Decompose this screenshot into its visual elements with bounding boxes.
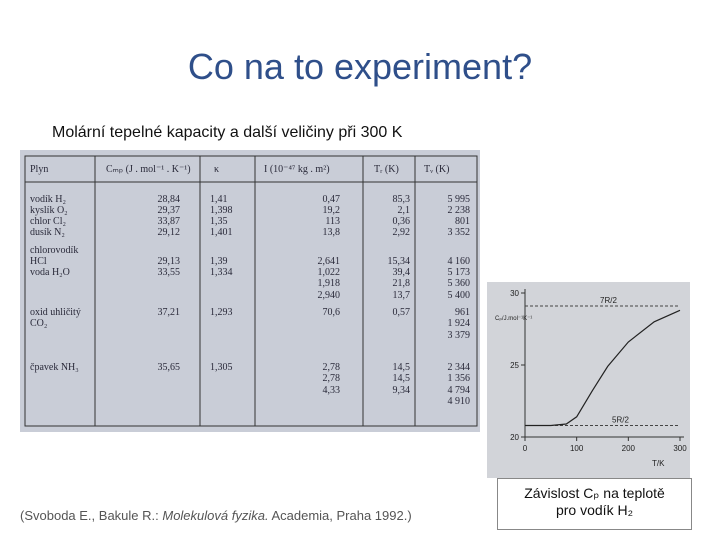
table-cell: 19,2 <box>322 205 341 216</box>
table-cell: 14,5 <box>392 373 411 385</box>
table-cell: 2 344 <box>447 362 471 373</box>
citation-italic: Molekulová fyzika. <box>162 508 269 523</box>
citation-text: Academia, Praha 1992.) <box>268 508 412 523</box>
table-cell: 29,13 <box>157 256 181 268</box>
table-cell: dusík N₂ <box>30 227 65 238</box>
table-cell: 15,34 <box>387 256 411 268</box>
table-cell: HCl <box>30 256 47 268</box>
table-cell: 13,8 <box>322 227 341 238</box>
table-cell: čpavek NH₃ <box>30 362 79 373</box>
x-tick-label: 300 <box>673 444 687 453</box>
table-cell: 3 379 <box>447 329 471 341</box>
table-cell: chlor Cl₂ <box>30 216 66 227</box>
table-cell: κ <box>214 164 220 175</box>
table-cell: kyslík O₂ <box>30 205 68 216</box>
table-cell: chlorovodík <box>30 245 79 256</box>
y-axis-label: Cₚ/J.mol⁻¹K⁻¹ <box>495 316 532 322</box>
table-cell: 29,12 <box>157 227 181 238</box>
x-tick-label: 100 <box>570 444 584 453</box>
table-cell: 14,5 <box>392 362 411 373</box>
table-cell: 2,641 <box>317 256 341 268</box>
table-cell: 33,87 <box>157 216 181 227</box>
table-cell: Plyn <box>30 164 49 175</box>
subtitle: Molární tepelné kapacity a další veličin… <box>52 124 403 141</box>
table-cell: Tᵣ (K) <box>374 164 399 175</box>
table-cell: 1,022 <box>317 267 341 278</box>
caption-line: Závislost Cₚ na teplotě <box>524 485 665 501</box>
table-cell: 4,33 <box>322 384 341 396</box>
table-cell: Tᵥ (K) <box>424 164 450 175</box>
table-cell: 1 924 <box>447 318 471 330</box>
table-cell: Cₘₚ (J . mol⁻¹ . K⁻¹) <box>106 164 191 175</box>
table-cell: 1,334 <box>210 267 233 278</box>
table-cell: CO₂ <box>30 318 48 330</box>
y-tick-label: 20 <box>510 433 519 442</box>
table-cell: 5 400 <box>447 289 471 301</box>
table-cell: 1,918 <box>317 278 341 290</box>
table-cell: 4 910 <box>447 395 471 407</box>
table-cell: 5 173 <box>447 267 471 278</box>
table-cell: 0,57 <box>392 307 411 318</box>
table-cell: 37,21 <box>157 307 181 318</box>
table-cell: 2,1 <box>397 205 411 216</box>
table-cell: 4 794 <box>447 384 471 396</box>
table-cell: 2,940 <box>317 289 341 301</box>
citation-text: (Svoboda E., Bakule R.: <box>20 508 163 523</box>
table-cell: 1 356 <box>447 373 471 385</box>
table-cell: vodík H₂ <box>30 194 66 205</box>
caption-box: Závislost Cₚ na teplotě pro vodík H₂ <box>497 478 692 530</box>
table-cell: 35,65 <box>157 362 181 373</box>
table-cell: I (10⁻⁴⁷ kg . m²) <box>264 164 330 175</box>
table-cell: 33,55 <box>157 267 181 278</box>
table-cell: 801 <box>455 216 470 227</box>
table-cell: 961 <box>455 307 470 318</box>
table-lines <box>24 155 478 427</box>
table-cell: 1,35 <box>210 216 228 227</box>
table-cell: 0,36 <box>392 216 411 227</box>
curve <box>525 309 681 427</box>
table-cell: voda H₂O <box>30 267 70 278</box>
y-tick-label: 25 <box>510 361 519 370</box>
table-cell: 1,39 <box>210 256 228 268</box>
table-cell: 70,6 <box>322 307 341 318</box>
table-cell: 2,92 <box>392 227 411 238</box>
table-cell: 5 995 <box>447 194 471 205</box>
table-cell: 39,4 <box>392 267 411 278</box>
table-cell: 9,34 <box>392 384 411 396</box>
table-cell: 29,37 <box>157 205 181 216</box>
x-tick-label: 200 <box>622 444 636 453</box>
caption-line: pro vodík H₂ <box>555 502 634 518</box>
table-cell: 1,41 <box>210 194 228 205</box>
table-cell: 1,398 <box>210 205 233 216</box>
reference-label: 5R/2 <box>612 415 629 424</box>
table-cell: 1,401 <box>210 227 233 238</box>
table-cell: 4 160 <box>447 256 471 268</box>
reference-label: 7R/2 <box>600 296 617 305</box>
table-cell: 2,78 <box>322 373 341 385</box>
y-tick-label: 30 <box>510 289 519 298</box>
citation: (Svoboda E., Bakule R.: Molekulová fyzik… <box>20 508 412 523</box>
title: Co na to experiment? <box>187 46 533 87</box>
table-cell: 0,47 <box>322 194 341 205</box>
table-cell: 28,84 <box>157 194 181 205</box>
table-cell: oxid uhličitý <box>30 307 81 318</box>
table-cell: 5 360 <box>447 278 471 290</box>
table-image: Plyn Cₘₚ (J . mol⁻¹ . K⁻¹) κ I (10⁻⁴⁷ kg . … <box>20 150 480 432</box>
x-tick-label: 0 <box>523 444 528 453</box>
table-cell: 2,78 <box>322 362 341 373</box>
table-cell: 13,7 <box>392 289 411 301</box>
table-cell: 85,3 <box>392 194 411 205</box>
table-cell: 1,305 <box>210 362 233 373</box>
table-cell: 113 <box>325 216 340 227</box>
table-cell: 1,293 <box>210 307 233 318</box>
table-cell: 21,8 <box>392 278 411 290</box>
x-axis-label: T/K <box>652 459 665 468</box>
table-cell: 2 238 <box>447 205 471 216</box>
table-cell: 3 352 <box>447 227 471 238</box>
